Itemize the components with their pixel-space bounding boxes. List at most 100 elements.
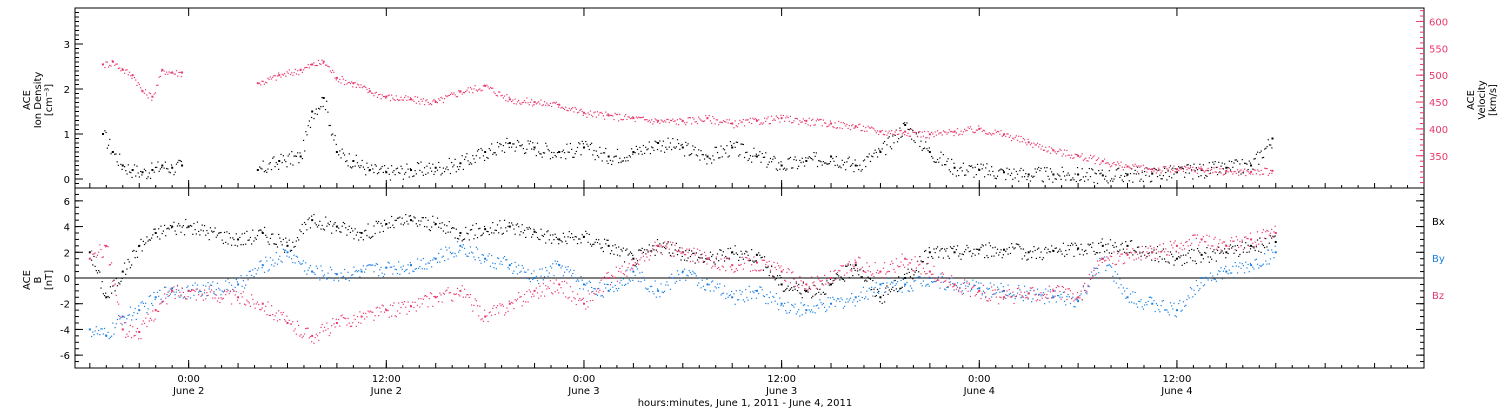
trace-dot-series <box>166 71 168 73</box>
trace-dot-by <box>432 259 434 261</box>
trace-dot-bx <box>926 263 928 265</box>
trace-dot-bz <box>663 241 666 243</box>
trace-dot-bx <box>995 252 997 254</box>
trace-dot-series <box>745 119 747 121</box>
trace-dot-bz <box>492 307 494 310</box>
trace-dot-bz <box>893 268 895 271</box>
trace-dot-series <box>661 120 663 122</box>
trace-dot-bx <box>241 233 243 235</box>
trace-dot-bx <box>145 242 147 244</box>
trace-dot-series <box>540 99 542 101</box>
trace-dot-series <box>126 173 128 175</box>
trace-dot-bz <box>129 324 132 327</box>
trace-dot-by <box>1132 291 1134 293</box>
trace-dot-series <box>1219 168 1221 170</box>
data-point-series <box>459 162 462 165</box>
trace-dot-series <box>714 123 716 125</box>
trace-dot-bz <box>558 292 560 294</box>
trace-dot-series <box>769 122 772 125</box>
trace-dot-series <box>998 131 1000 133</box>
trace-dot-by <box>692 270 694 272</box>
trace-dot-by <box>685 279 687 281</box>
trace-dot-by <box>1083 289 1086 292</box>
trace-dot-bx <box>958 255 960 257</box>
trace-dot-series <box>883 140 886 143</box>
trace-dot-series <box>951 130 953 133</box>
trace-dot-by <box>316 267 319 269</box>
trace-dot-series <box>1243 168 1246 170</box>
trace-dot-bz <box>366 316 368 318</box>
trace-dot-series <box>886 134 888 136</box>
trace-dot-series <box>405 171 407 174</box>
trace-dot-bz <box>675 250 677 252</box>
trace-dot-bz <box>849 269 852 271</box>
trace-dot-by <box>441 256 443 258</box>
trace-dot-bz <box>343 317 346 319</box>
trace-dot-by <box>135 318 137 320</box>
trace-dot-bx <box>1052 249 1054 251</box>
trace-dot-bx <box>606 239 608 241</box>
data-point-bz <box>171 289 174 292</box>
trace-dot-by <box>791 304 793 306</box>
trace-dot-series <box>789 115 792 117</box>
trace-dot-series <box>808 117 810 119</box>
trace-dot-by <box>436 261 439 264</box>
trace-dot-by <box>774 300 776 302</box>
trace-dot-series <box>1036 168 1039 170</box>
trace-dot-bx <box>1209 256 1212 258</box>
trace-dot-by <box>222 291 224 293</box>
trace-dot-bz <box>428 297 430 300</box>
data-point-series <box>1077 154 1080 157</box>
trace-dot-by <box>101 328 103 330</box>
trace-dot-bz <box>101 256 103 259</box>
trace-dot-series <box>295 155 298 157</box>
trace-dot-bx <box>982 245 985 247</box>
trace-dot-bz <box>431 293 433 295</box>
trace-dot-by <box>118 315 120 317</box>
trace-dot-bz <box>442 292 444 294</box>
trace-dot-by <box>591 286 593 289</box>
trace-dot-bx <box>712 254 714 256</box>
trace-dot-series <box>1198 176 1200 178</box>
trace-dot-bx <box>988 242 990 244</box>
trace-dot-series <box>639 117 641 119</box>
trace-dot-bx <box>178 223 180 225</box>
trace-dot-bx <box>736 253 739 256</box>
trace-dot-series <box>1035 171 1037 173</box>
trace-dot-series <box>341 76 343 78</box>
trace-dot-series <box>105 61 107 63</box>
trace-dot-bx <box>1151 259 1153 261</box>
trace-dot-bx <box>1129 240 1132 242</box>
trace-dot-series <box>163 167 165 169</box>
trace-dot-by <box>349 276 352 279</box>
trace-dot-bx <box>555 236 557 238</box>
trace-dot-bz <box>805 288 807 290</box>
trace-dot-by <box>1233 276 1235 279</box>
trace-dot-by <box>311 270 313 272</box>
trace-dot-by <box>1103 256 1106 258</box>
trace-dot-series <box>879 149 881 152</box>
trace-dot-series <box>1146 171 1148 173</box>
trace-dot-by <box>993 284 995 286</box>
trace-dot-bx <box>874 295 876 298</box>
trace-dot-series <box>900 129 902 132</box>
trace-dot-series <box>1013 138 1015 140</box>
trace-dot-by <box>171 288 173 290</box>
trace-dot-bx <box>973 248 975 250</box>
trace-dot-bz <box>800 280 802 282</box>
trace-dot-series <box>749 117 752 120</box>
trace-dot-by <box>514 261 516 264</box>
trace-dot-by <box>429 260 432 262</box>
trace-dot-bx <box>303 221 306 224</box>
trace-dot-by <box>309 265 312 267</box>
trace-dot-bz <box>199 289 201 291</box>
trace-dot-bx <box>893 289 895 292</box>
trace-dot-bz <box>829 270 832 273</box>
trace-dot-series <box>295 73 298 75</box>
trace-dot-bx <box>1094 253 1096 255</box>
trace-dot-series <box>1192 178 1194 180</box>
trace-dot-series <box>128 71 131 73</box>
trace-dot-series <box>1248 160 1250 162</box>
trace-dot-series <box>431 103 433 106</box>
trace-dot-by <box>181 287 183 290</box>
